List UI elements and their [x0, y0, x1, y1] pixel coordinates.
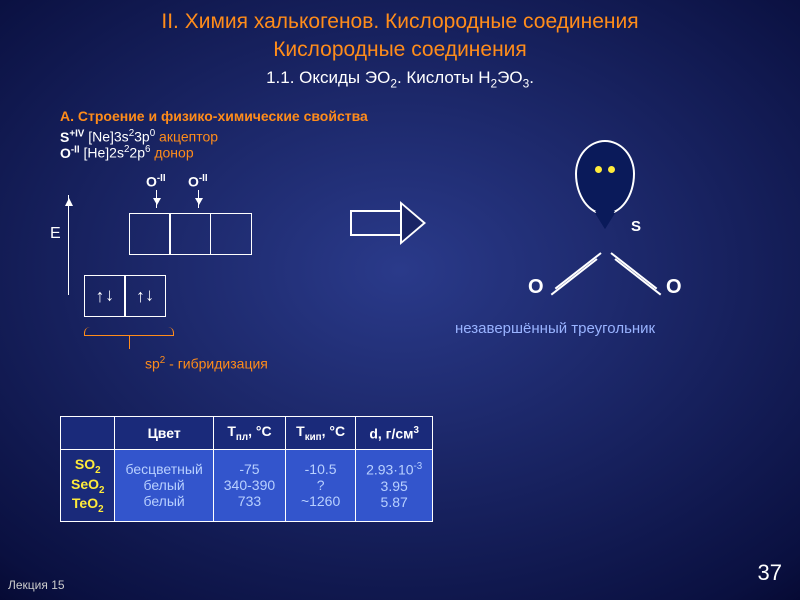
- table-header: Тпл, °С: [213, 417, 285, 450]
- orbital-row-upper: [130, 213, 252, 255]
- tboil-cell: -10.5 ? ~1260: [286, 449, 356, 521]
- sulfur-config: S+IV [Ne]3s23p0 акцептор: [60, 128, 218, 145]
- electron-dot: [595, 166, 602, 173]
- sp2-label: sp2 - гибридизация: [145, 355, 268, 372]
- oxygen-atom-left: O: [528, 276, 544, 299]
- oxygen-atom-right: O: [666, 276, 682, 299]
- properties-table: Цвет Тпл, °С Ткип, °С d, г/см3 SO2 SeO2 …: [60, 416, 433, 522]
- transition-arrow-icon: [350, 210, 400, 236]
- orbital-diagram: E O-II O-II ↑↑ ↑↑ sp2 - гибридизация: [50, 165, 330, 365]
- energy-axis-label: E: [50, 225, 61, 243]
- density-cell: 2.93·10-3 3.95 5.87: [356, 449, 433, 521]
- lecture-label: Лекция 15: [8, 578, 65, 592]
- bond-line: [614, 258, 661, 295]
- main-title: II. Химия халькогенов. Кислородные соеди…: [0, 0, 800, 34]
- table-header-row: Цвет Тпл, °С Ткип, °С d, г/см3: [61, 417, 433, 450]
- oxygen-config: O-II [He]2s22p6 донор: [60, 144, 194, 161]
- energy-axis-arrow: [68, 195, 69, 295]
- table-header: Ткип, °С: [286, 417, 356, 450]
- table-row: SO2 SeO2 TeO2 бесцветный белый белый -75…: [61, 449, 433, 521]
- down-arrow-icon: [156, 190, 157, 208]
- section-a-heading: А. Строение и физико-химические свойства: [60, 108, 368, 124]
- bracket-icon: [84, 319, 174, 335]
- bond-line: [551, 258, 598, 295]
- page-number: 37: [758, 560, 782, 586]
- subtitle-1: Кислородные соединения: [0, 34, 800, 62]
- compound-column: SO2 SeO2 TeO2: [61, 449, 115, 521]
- table-corner: [61, 417, 115, 450]
- bond-line: [610, 252, 657, 289]
- molecule-caption: незавершённый треугольник: [455, 320, 655, 337]
- electron-dot: [608, 166, 615, 173]
- table-header: d, г/см3: [356, 417, 433, 450]
- o-label-2: O-II: [188, 173, 208, 190]
- color-cell: бесцветный белый белый: [115, 449, 213, 521]
- orbital-row-lower: ↑↑ ↑↑: [85, 275, 166, 317]
- molecule-diagram: S O O: [480, 140, 720, 340]
- subtitle-2: 1.1. Оксиды ЭО2. Кислоты Н2ЭО3.: [0, 62, 800, 90]
- o-label-1: O-II: [146, 173, 166, 190]
- sulfur-atom-label: S: [631, 218, 641, 235]
- down-arrow-icon: [198, 190, 199, 208]
- table-header: Цвет: [115, 417, 213, 450]
- tmelt-cell: -75 340-390 733: [213, 449, 285, 521]
